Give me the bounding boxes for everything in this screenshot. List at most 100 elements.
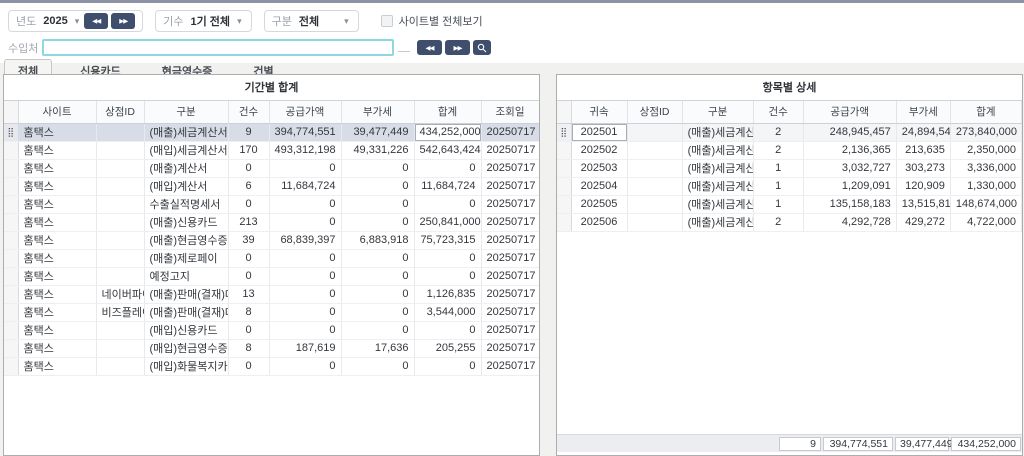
cell-count[interactable]: 13 (228, 285, 270, 304)
cell-supply[interactable]: 0 (269, 195, 342, 214)
cell-count[interactable]: 0 (228, 321, 270, 340)
col-header-store[interactable]: 상점ID (96, 101, 145, 124)
cell-total[interactable]: 0 (414, 321, 482, 340)
cell-count[interactable]: 1 (753, 195, 804, 214)
cell-supply[interactable]: 0 (269, 303, 342, 322)
year-prev-button[interactable]: ◀◀ (84, 13, 109, 29)
col-header-type[interactable]: 구분 (682, 101, 754, 124)
cell-vat[interactable]: 303,273 (896, 159, 951, 178)
cell-count[interactable]: 1 (753, 177, 804, 196)
cell-vat[interactable]: 6,883,918 (341, 231, 415, 250)
cell-vat[interactable]: 0 (341, 249, 415, 268)
cell-site[interactable]: 홈택스 (18, 357, 97, 376)
cell-vat[interactable]: 0 (341, 195, 415, 214)
cell-store[interactable] (96, 177, 145, 196)
row-drag-handle-icon[interactable]: ⣿ (560, 127, 568, 137)
cell-date[interactable]: 20250717 (481, 213, 539, 232)
cell-site[interactable]: 홈택스 (18, 267, 97, 286)
cell-count[interactable]: 9 (228, 123, 270, 142)
cell-vat[interactable]: 39,477,449 (341, 123, 415, 142)
cell-store[interactable] (96, 123, 145, 142)
table-row[interactable]: ⣿ 202506 (매출)세금계산서 2 4,292,728 429,272 4… (557, 213, 1022, 232)
cell-type[interactable]: (매출)세금계산서 (682, 159, 754, 178)
cell-store[interactable] (96, 357, 145, 376)
col-header-supply[interactable]: 공급가액 (803, 101, 897, 124)
col-header-type[interactable]: 구분 (144, 101, 229, 124)
cell-vat[interactable]: 213,635 (896, 141, 951, 160)
cell-date[interactable]: 20250717 (481, 123, 539, 142)
cell-supply[interactable]: 3,032,727 (803, 159, 897, 178)
cell-site[interactable]: 홈택스 (18, 195, 97, 214)
cell-total[interactable]: 273,840,000 (950, 123, 1022, 142)
cell-period[interactable]: 202501 (571, 123, 628, 142)
cell-count[interactable]: 8 (228, 303, 270, 322)
cell-store[interactable] (96, 159, 145, 178)
cell-type[interactable]: (매출)판매(결재)대행 (144, 285, 229, 304)
cell-type[interactable]: (매출)계산서 (144, 159, 229, 178)
table-row[interactable]: ⣿ 홈택스 (매출)현금영수증 39 68,839,397 6,883,918 … (4, 231, 539, 250)
col-header-vat[interactable]: 부가세 (341, 101, 415, 124)
cell-total[interactable]: 0 (414, 159, 482, 178)
cell-date[interactable]: 20250717 (481, 231, 539, 250)
cell-supply[interactable]: 248,945,457 (803, 123, 897, 142)
cell-total[interactable]: 148,674,000 (950, 195, 1022, 214)
cell-site[interactable]: 홈택스 (18, 123, 97, 142)
cell-supply[interactable]: 394,774,551 (269, 123, 342, 142)
cell-store[interactable] (96, 321, 145, 340)
col-header-vat[interactable]: 부가세 (896, 101, 951, 124)
cell-date[interactable]: 20250717 (481, 267, 539, 286)
cell-supply[interactable]: 493,312,198 (269, 141, 342, 160)
cell-total[interactable]: 0 (414, 195, 482, 214)
cell-vat[interactable]: 0 (341, 159, 415, 178)
table-row[interactable]: ⣿ 202502 (매출)세금계산서 2 2,136,365 213,635 2… (557, 141, 1022, 160)
cell-total[interactable]: 4,722,000 (950, 213, 1022, 232)
cell-type[interactable]: 예정고지 (144, 267, 229, 286)
cell-total[interactable]: 11,684,724 (414, 177, 482, 196)
cell-site[interactable]: 홈택스 (18, 231, 97, 250)
cell-count[interactable]: 2 (753, 123, 804, 142)
cell-supply[interactable]: 11,684,724 (269, 177, 342, 196)
cell-store[interactable] (96, 249, 145, 268)
cell-site[interactable]: 홈택스 (18, 141, 97, 160)
cell-site[interactable]: 홈택스 (18, 159, 97, 178)
cell-date[interactable]: 20250717 (481, 159, 539, 178)
cell-total[interactable]: 250,841,000 (414, 213, 482, 232)
cell-total[interactable]: 434,252,000 (414, 123, 482, 142)
siteview-checkbox[interactable] (380, 15, 393, 27)
cell-count[interactable]: 0 (228, 267, 270, 286)
col-header-total[interactable]: 합계 (414, 101, 482, 124)
cell-count[interactable]: 39 (228, 231, 270, 250)
cell-store[interactable] (96, 267, 145, 286)
cell-store[interactable] (96, 141, 145, 160)
col-header-total[interactable]: 합계 (950, 101, 1022, 124)
table-row[interactable]: ⣿ 홈택스 (매출)제로페이 0 0 0 0 20250717 (4, 249, 539, 268)
cell-type[interactable]: (매출)세금계산서 (682, 141, 754, 160)
cell-type[interactable]: (매출)판매(결재)대행 (144, 303, 229, 322)
cell-type[interactable]: (매입)세금계산서 (144, 141, 229, 160)
cell-total[interactable]: 0 (414, 357, 482, 376)
cell-site[interactable]: 홈택스 (18, 303, 97, 322)
cell-date[interactable]: 20250717 (481, 339, 539, 358)
cell-supply[interactable]: 0 (269, 213, 342, 232)
cell-supply[interactable]: 1,209,091 (803, 177, 897, 196)
cell-vat[interactable]: 0 (341, 357, 415, 376)
cell-store[interactable] (627, 141, 683, 160)
table-row[interactable]: ⣿ 홈택스 (매입)화물복지카드 0 0 0 0 20250717 (4, 357, 539, 376)
cell-store[interactable] (627, 195, 683, 214)
cell-count[interactable]: 0 (228, 249, 270, 268)
cell-store[interactable] (96, 213, 145, 232)
vendor-input[interactable] (42, 39, 394, 56)
year-value[interactable]: 2025 (43, 15, 68, 27)
category-value[interactable]: 전체 (298, 16, 320, 28)
cell-date[interactable]: 20250717 (481, 195, 539, 214)
cell-count[interactable]: 0 (228, 195, 270, 214)
cell-store[interactable] (627, 123, 683, 142)
cell-type[interactable]: (매출)세금계산서 (682, 213, 754, 232)
cell-type[interactable]: 수출실적명세서 (144, 195, 229, 214)
cell-store[interactable] (627, 213, 683, 232)
cell-period[interactable]: 202506 (571, 213, 628, 232)
cell-date[interactable]: 20250717 (481, 285, 539, 304)
col-header-count[interactable]: 건수 (753, 101, 804, 124)
cell-type[interactable]: (매출)세금계산서 (682, 123, 754, 142)
table-row[interactable]: ⣿ 202501 (매출)세금계산서 2 248,945,457 24,894,… (557, 123, 1022, 142)
